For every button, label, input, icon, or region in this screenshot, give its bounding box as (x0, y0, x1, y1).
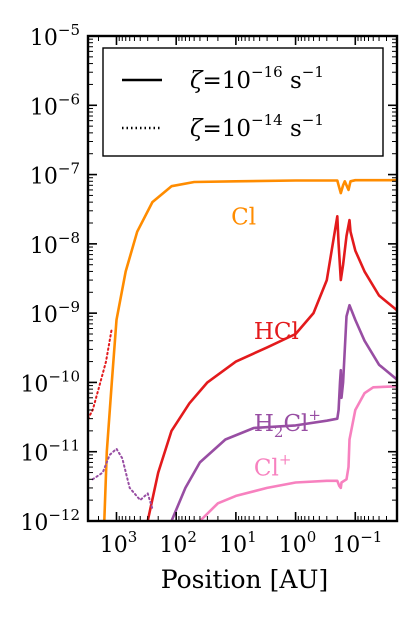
y-tick-label-3: 10−9 (30, 298, 80, 328)
y-tick-label-7: 10−5 (30, 21, 80, 51)
legend-box (102, 47, 384, 157)
legend-label-1: ζ=10−14 s−1 (190, 111, 324, 142)
legend: ζ=10−16 s−1 ζ=10−14 s−1 (102, 47, 384, 157)
series-group (88, 178, 397, 521)
series-label-3: Cl+ (254, 451, 292, 482)
series-dotted-line-1 (88, 327, 113, 420)
series-label-1: HCl (254, 319, 299, 345)
y-tick-label-5: 10−7 (30, 160, 80, 190)
y-tick-label-1: 10−11 (20, 437, 80, 467)
series-label-0: Cl (231, 205, 256, 231)
series-dotted-line-2 (91, 447, 154, 510)
plot-frame (86, 34, 399, 523)
y-tick-label-6: 10−6 (30, 90, 80, 120)
y-tick-label-4: 10−8 (30, 229, 80, 259)
legend-label-0: ζ=10−16 s−1 (190, 63, 324, 94)
x-tick-label-2: 101 (219, 528, 257, 558)
x-axis-label: Position [AU] (161, 565, 328, 594)
series-line-0 (103, 178, 397, 521)
series-label-2: H2Cl+ (254, 406, 321, 441)
x-tick-label-4: 10−1 (332, 528, 382, 558)
series-line-3 (198, 385, 397, 521)
x-tick-label-3: 100 (279, 528, 317, 558)
y-tick-label-2: 10−10 (20, 367, 80, 397)
series-line-2 (170, 303, 397, 521)
y-tick-label-0: 10−12 (20, 506, 80, 536)
x-tick-label-1: 102 (159, 528, 197, 558)
series-line-1 (146, 215, 397, 521)
x-tick-label-0: 103 (100, 528, 138, 558)
